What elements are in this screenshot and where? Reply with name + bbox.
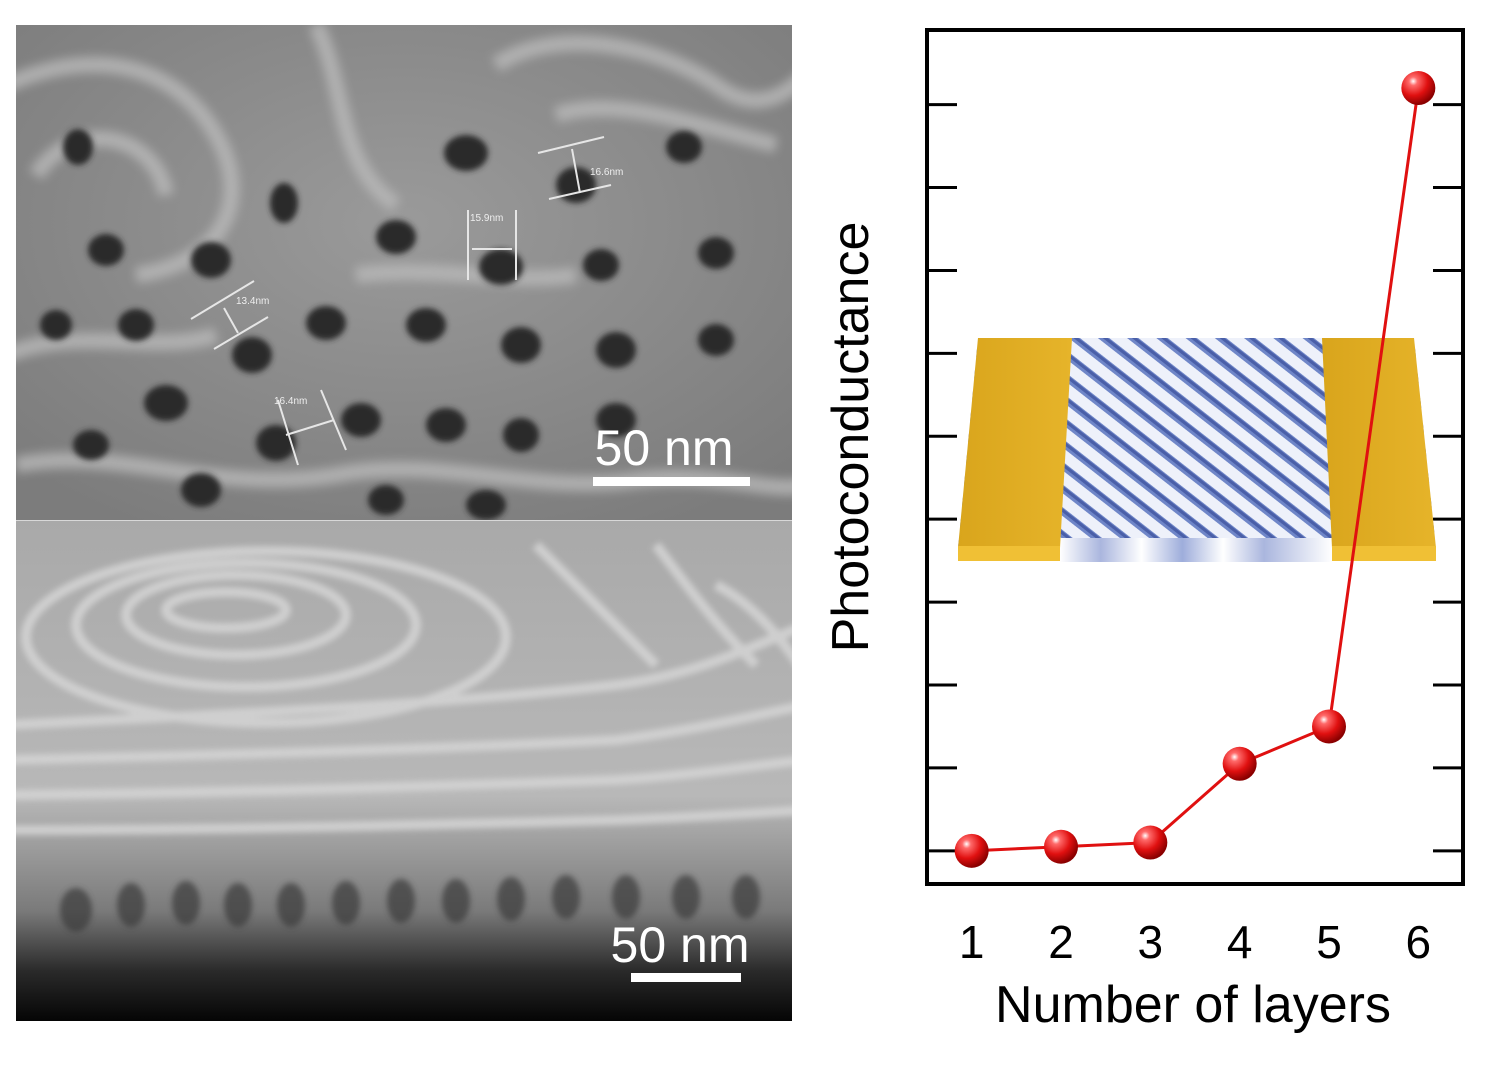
sem-bottom-image: 50 nm [16, 521, 792, 1021]
bottom-scale-bar [631, 973, 741, 982]
x-tick-label: 2 [1048, 916, 1074, 968]
data-point [1312, 709, 1346, 744]
x-tick-label: 5 [1316, 916, 1342, 968]
x-axis-label: Number of layers [995, 976, 1391, 1034]
x-tick-labels: 1 2 3 4 5 6 [959, 916, 1431, 968]
top-scale-bar-label: 50 nm [595, 420, 734, 476]
data-series [954, 71, 1436, 868]
measurement-label: 16.4nm [274, 396, 307, 407]
photoconductance-chart: Photoconductance 1 2 3 4 5 6 Number of layers [822, 28, 1465, 1034]
x-tick-label: 4 [1227, 916, 1253, 968]
y-axis-label: Photoconductance [822, 222, 880, 653]
x-tick-label: 6 [1406, 916, 1432, 968]
sem-micrograph-panel: 16.6nm 15.9nm 13.4nm 16.4nm 50 nm [16, 25, 792, 1021]
left-electrode [958, 338, 1072, 548]
measurement-annotations [190, 136, 612, 466]
top-scale-bar [593, 477, 750, 486]
data-point [1133, 825, 1168, 860]
measurement-label: 15.9nm [470, 213, 503, 224]
data-point [1044, 829, 1078, 864]
sem-top-image: 16.6nm 15.9nm 13.4nm 16.4nm 50 nm [16, 25, 792, 521]
data-point [1222, 746, 1257, 781]
measurement-label: 16.6nm [590, 167, 623, 178]
x-tick-label: 3 [1138, 916, 1164, 968]
device-inset-illustration [958, 338, 1436, 562]
x-tick-label: 1 [959, 916, 985, 968]
data-point [1401, 71, 1436, 106]
y-axis-ticks [927, 103, 1463, 853]
right-electrode [1322, 338, 1436, 548]
plot-frame [925, 28, 1465, 886]
bottom-scale-bar-label: 50 nm [611, 917, 750, 973]
data-point [954, 833, 989, 868]
measurement-label: 13.4nm [236, 296, 269, 307]
